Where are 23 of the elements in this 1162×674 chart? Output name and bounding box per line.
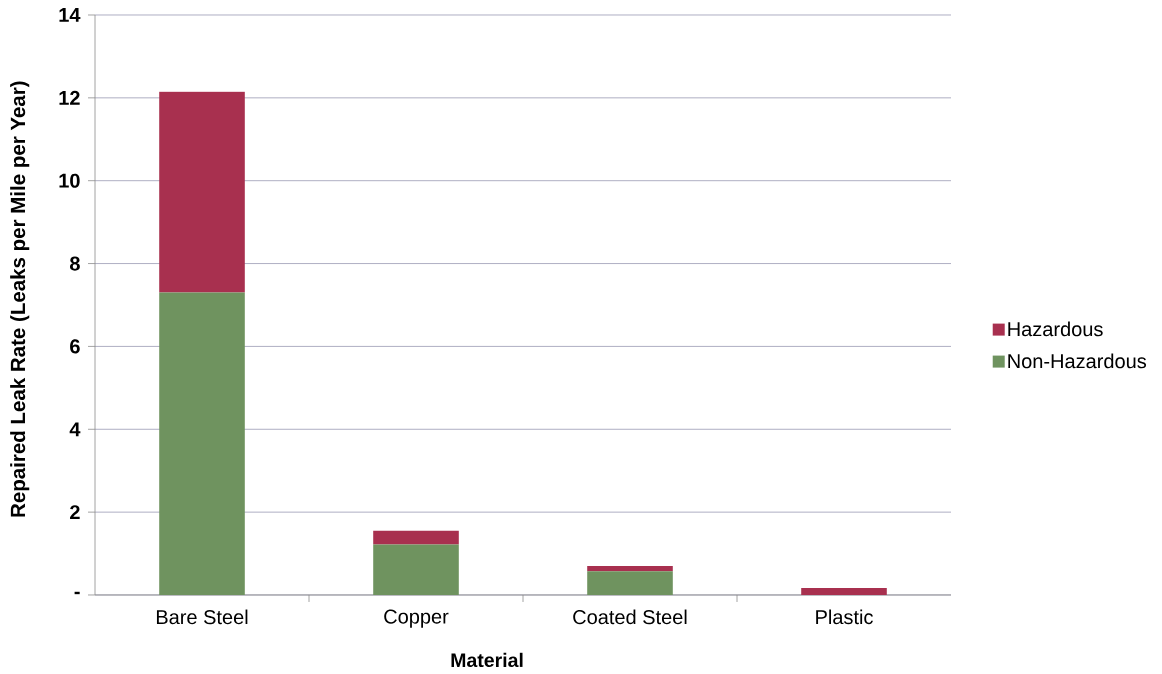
bar xyxy=(587,565,673,572)
y-tick-label: 8 xyxy=(69,256,80,271)
bar xyxy=(587,571,673,595)
bar xyxy=(159,292,245,595)
y-tick-label: 14 xyxy=(59,8,81,22)
y-tick-label: 2 xyxy=(70,505,80,520)
x-tick-label: Coated Steel xyxy=(573,609,687,625)
y-tick-label: - xyxy=(74,591,80,595)
x-tick-label: Copper xyxy=(384,609,449,628)
x-tick-label: Bare Steel xyxy=(156,609,248,625)
bar xyxy=(373,530,459,545)
bar xyxy=(801,587,887,595)
y-tick-label: 10 xyxy=(59,173,80,188)
bar xyxy=(373,544,459,595)
y-axis-title: Repaired Leak Rate (Leaks per Mile per Year) xyxy=(10,81,30,517)
x-tick-label: Plastic xyxy=(816,609,873,625)
y-tick-label: 4 xyxy=(69,422,81,437)
y-tick-label: 12 xyxy=(59,90,80,105)
legend-label: Non-Hazardous xyxy=(1008,353,1147,369)
legend-label: Hazardous xyxy=(1008,321,1103,337)
y-tick-label: 6 xyxy=(70,339,80,354)
x-axis-title: Material xyxy=(451,652,523,668)
bar xyxy=(159,91,245,293)
